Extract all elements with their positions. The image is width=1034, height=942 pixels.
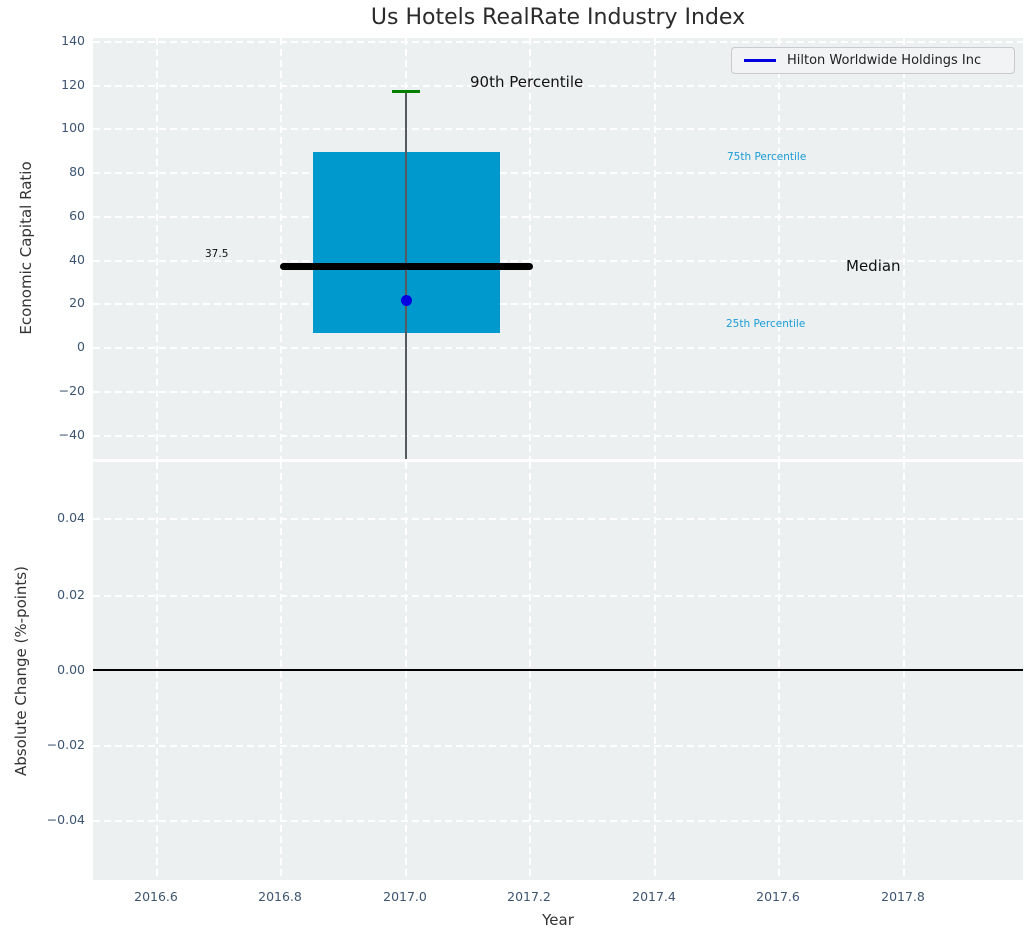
- gridline: [654, 38, 656, 459]
- legend: Hilton Worldwide Holdings Inc: [731, 47, 1015, 74]
- 90th-percentile-cap: [392, 90, 420, 93]
- gridline: [93, 745, 1023, 747]
- gridline: [93, 41, 1023, 43]
- ytick-label: 0.00: [57, 662, 85, 677]
- median-label: Median: [846, 257, 901, 275]
- xtick-label: 2017.6: [756, 889, 800, 904]
- ytick-label: 80: [69, 164, 85, 179]
- p90-label: 90th Percentile: [470, 73, 584, 91]
- ytick-label: −20: [58, 383, 85, 398]
- gridline: [93, 820, 1023, 822]
- xtick-label: 2017.4: [632, 889, 676, 904]
- ytick-label: 140: [61, 33, 85, 48]
- xtick-label: 2016.6: [134, 889, 178, 904]
- whisker-line: [405, 91, 407, 459]
- xaxis-label: Year: [542, 911, 574, 929]
- gridline: [93, 595, 1023, 597]
- ytick-label: 0.02: [57, 587, 85, 602]
- bottom-yaxis-label: Absolute Change (%-points): [12, 566, 30, 776]
- gridline: [93, 518, 1023, 520]
- ytick-label: 120: [61, 77, 85, 92]
- gridline: [529, 462, 531, 880]
- xtick-label: 2017.0: [383, 889, 427, 904]
- ytick-label: 60: [69, 208, 85, 223]
- gridline: [405, 462, 407, 880]
- gridline: [280, 38, 282, 459]
- gridline: [93, 391, 1023, 393]
- gridline: [903, 462, 905, 880]
- top-axes: 37.5 90th Percentile 75th Percentile Med…: [93, 38, 1023, 459]
- series-marker-dot: [401, 295, 412, 306]
- median-line: [280, 263, 533, 270]
- top-yaxis-label: Economic Capital Ratio: [17, 161, 35, 335]
- gridline: [156, 462, 158, 880]
- zero-baseline: [93, 669, 1023, 671]
- gridline: [778, 462, 780, 880]
- ytick-label: 20: [69, 295, 85, 310]
- ytick-label: 0: [77, 339, 85, 354]
- gridline: [903, 38, 905, 459]
- gridline: [156, 38, 158, 459]
- ytick-label: −40: [58, 427, 85, 442]
- gridline: [280, 462, 282, 880]
- p25-label: 25th Percentile: [726, 318, 806, 330]
- gridline: [93, 172, 1023, 174]
- ytick-label: 100: [61, 120, 85, 135]
- xtick-label: 2017.2: [507, 889, 551, 904]
- bottom-axes: [93, 462, 1023, 880]
- ytick-label: −0.04: [46, 812, 85, 827]
- gridline: [93, 128, 1023, 130]
- legend-line-swatch: [744, 59, 776, 62]
- gridline: [529, 38, 531, 459]
- gridline: [93, 303, 1023, 305]
- gridline: [93, 260, 1023, 262]
- ytick-label: 0.04: [57, 510, 85, 525]
- chart-title: Us Hotels RealRate Industry Index: [370, 5, 746, 30]
- legend-series-label: Hilton Worldwide Holdings Inc: [787, 53, 982, 68]
- gridline: [778, 38, 780, 459]
- p75-label: 75th Percentile: [727, 151, 807, 163]
- gridline: [93, 435, 1023, 437]
- ytick-label: 40: [69, 252, 85, 267]
- gridline: [93, 347, 1023, 349]
- median-value-label: 37.5: [205, 248, 229, 260]
- gridline: [654, 462, 656, 880]
- gridline: [93, 216, 1023, 218]
- gridline: [93, 85, 1023, 87]
- xtick-label: 2016.8: [258, 889, 302, 904]
- ytick-label: −0.02: [46, 737, 85, 752]
- xtick-label: 2017.8: [881, 889, 925, 904]
